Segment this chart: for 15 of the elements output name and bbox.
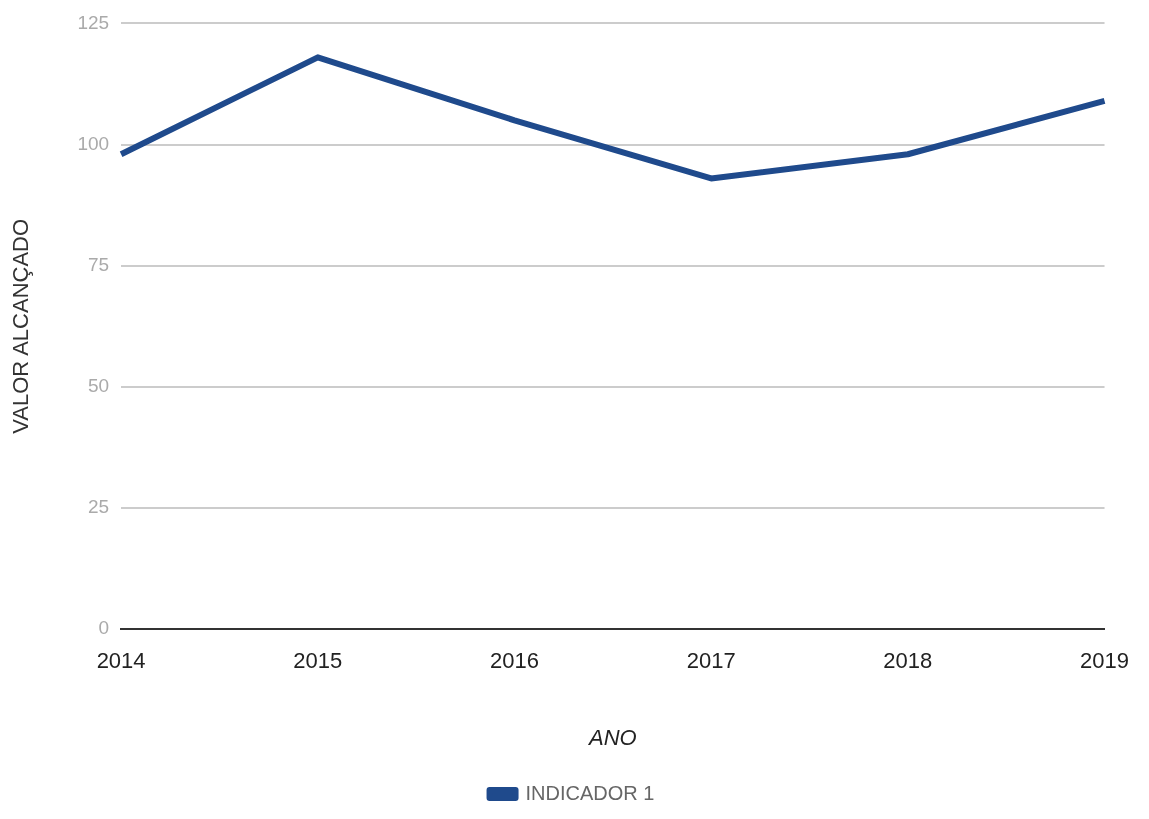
y-axis-title: VALOR ALCANÇADO bbox=[8, 218, 34, 434]
x-tick-label: 2019 bbox=[1080, 648, 1130, 674]
x-axis-title: ANO bbox=[586, 724, 637, 750]
y-tick-label: 0 bbox=[98, 617, 110, 639]
y-tick-label: 25 bbox=[87, 496, 110, 518]
x-tick-label: 2016 bbox=[490, 648, 539, 674]
y-tick-label: 50 bbox=[87, 375, 110, 397]
legend-label: INDICADOR 1 bbox=[525, 781, 655, 804]
y-tick-label: 75 bbox=[87, 253, 110, 275]
x-tick-label: 2015 bbox=[293, 648, 343, 674]
x-tick-label: 2018 bbox=[883, 648, 933, 674]
y-tick-label: 125 bbox=[77, 11, 110, 33]
y-tick-label: 100 bbox=[77, 132, 110, 154]
x-tick-label: 2014 bbox=[96, 648, 146, 674]
x-tick-label: 2017 bbox=[686, 648, 736, 674]
